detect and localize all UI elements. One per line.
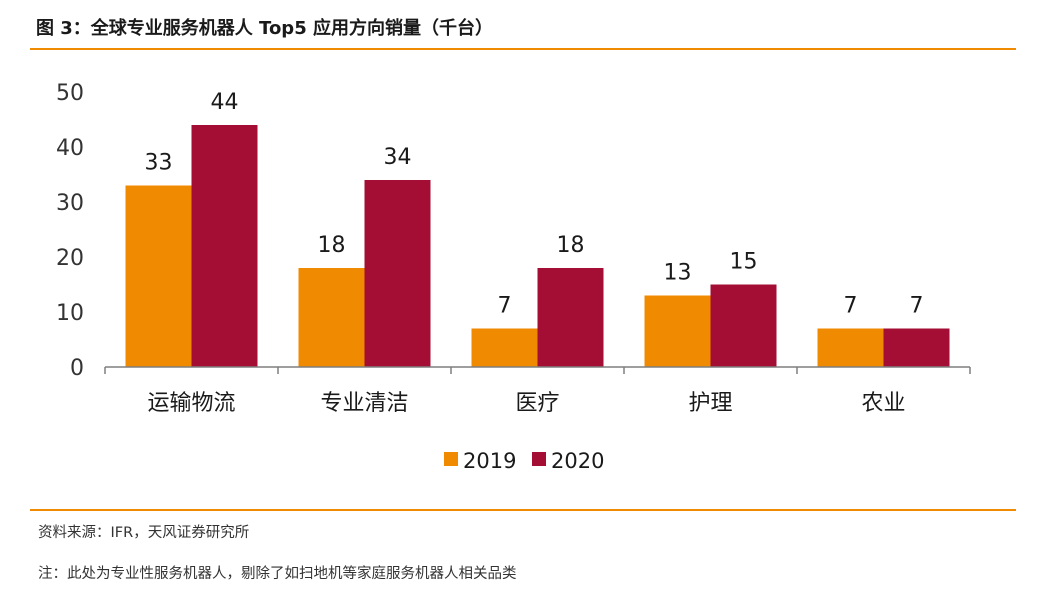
- x-category-label: 运输物流: [147, 391, 235, 416]
- x-category-label: 专业清洁: [320, 391, 408, 416]
- bar-value-label: 7: [498, 294, 512, 319]
- bar-value-label: 18: [557, 233, 585, 258]
- y-tick-label: 30: [56, 191, 84, 216]
- bar-value-label: 18: [318, 233, 346, 258]
- bar-value-label: 13: [664, 261, 692, 286]
- x-category-label: 护理: [688, 391, 732, 416]
- bar-2019-2: [471, 328, 538, 367]
- legend-swatch-2020: [532, 452, 546, 466]
- y-tick-label: 0: [70, 356, 84, 381]
- x-category-label: 医疗: [515, 391, 559, 416]
- bar-2019-0: [125, 185, 192, 367]
- legend-label: 2019: [463, 449, 516, 473]
- figure-title: 图 3：全球专业服务机器人 Top5 应用方向销量（千台）: [36, 18, 493, 39]
- bar-value-labels: 33 44 18 34 7 18 13 15 7 7: [145, 90, 924, 319]
- footnote: 注：此处为专业性服务机器人，剔除了如扫地机等家庭服务机器人相关品类: [38, 566, 517, 582]
- bar-value-label: 7: [844, 294, 858, 319]
- x-axis-ticks: [104, 367, 971, 374]
- top-rule: [30, 48, 1016, 50]
- bar-2020-4: [883, 328, 950, 367]
- x-category-label: 农业: [861, 391, 905, 416]
- y-tick-label: 40: [56, 136, 84, 161]
- bar-2019-3: [644, 295, 711, 367]
- legend: 2019 2020: [444, 449, 604, 473]
- bar-2019-1: [298, 268, 365, 367]
- x-axis-category-labels: 运输物流 专业清洁 医疗 护理 农业: [147, 391, 905, 416]
- bar-2020-2: [537, 268, 604, 367]
- bar-value-label: 44: [211, 90, 239, 115]
- legend-label: 2020: [551, 449, 604, 473]
- bar-value-label: 7: [910, 294, 924, 319]
- bar-value-label: 33: [145, 151, 173, 176]
- bars: [125, 125, 950, 367]
- legend-swatch-2019: [444, 452, 458, 466]
- source-note: 资料来源：IFR，天风证券研究所: [38, 525, 250, 541]
- bottom-rule: [30, 509, 1016, 511]
- y-tick-label: 10: [56, 301, 84, 326]
- bar-2020-1: [364, 180, 431, 367]
- bar-chart: 0 10 20 30 40 50 33 44 18 34 7 18 13 15 7 7 运输物流 专业清洁 医疗…: [56, 81, 971, 473]
- y-tick-label: 20: [56, 246, 84, 271]
- bar-2020-3: [710, 284, 777, 367]
- bar-value-label: 15: [730, 250, 758, 275]
- bar-2019-4: [817, 328, 884, 367]
- bar-2020-0: [191, 125, 258, 367]
- y-axis-ticks: 0 10 20 30 40 50: [56, 81, 84, 381]
- y-tick-label: 50: [56, 81, 84, 106]
- bar-value-label: 34: [384, 145, 412, 170]
